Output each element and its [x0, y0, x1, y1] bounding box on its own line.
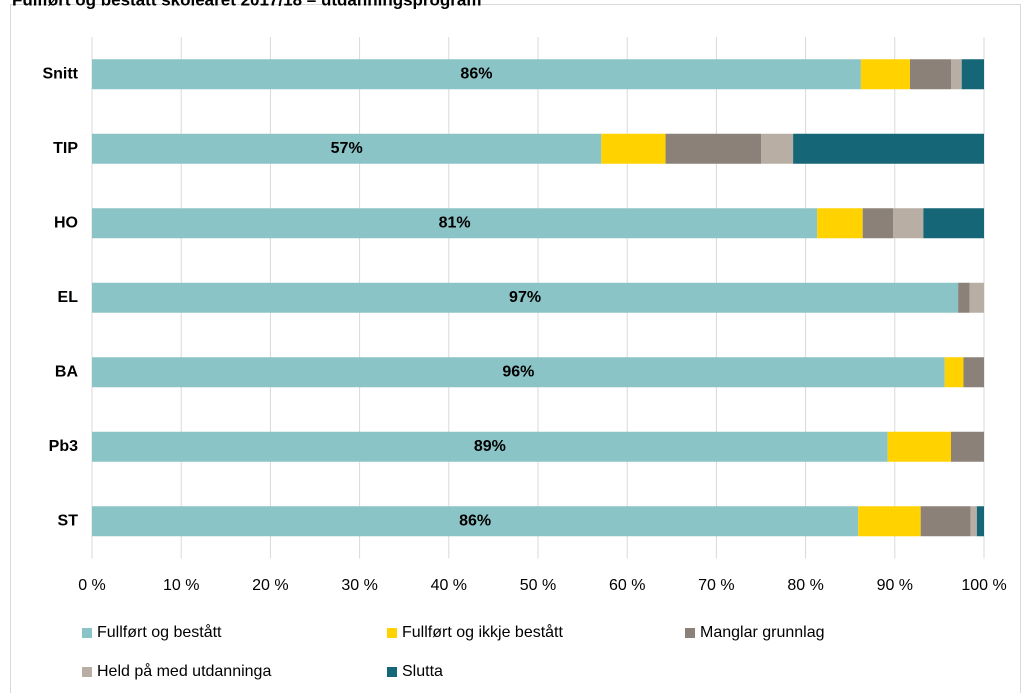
chart-title: Fullført og bestått skoleåret 2017/18 – … — [12, 0, 482, 9]
y-tick-label: EL — [58, 289, 79, 306]
x-tick-label: 80 % — [787, 577, 823, 594]
x-tick-label: 90 % — [877, 577, 913, 594]
bar-segment — [817, 208, 863, 239]
data-label: 81% — [439, 214, 471, 231]
data-label: 97% — [509, 289, 541, 306]
bar-segment — [92, 208, 818, 239]
bar-segment — [909, 59, 951, 90]
bar-segment — [923, 208, 984, 239]
y-tick-label: BA — [55, 363, 79, 380]
y-tick-label: TIP — [53, 140, 78, 157]
y-tick-label: HO — [54, 214, 78, 231]
bar-segment — [961, 59, 984, 90]
bar-segment — [92, 282, 959, 313]
bar-segment — [92, 59, 861, 90]
bar-segment — [860, 59, 910, 90]
x-tick-label: 100 % — [961, 577, 1006, 594]
data-label: 89% — [474, 438, 506, 455]
legend-label: Held på med utdanninga — [97, 662, 271, 680]
bar-segment — [944, 357, 964, 388]
bar-segment — [893, 208, 924, 239]
x-tick-label: 40 % — [431, 577, 467, 594]
bar-segment — [92, 133, 602, 164]
legend-label: Manglar grunnlag — [700, 624, 825, 641]
legend-swatch — [82, 628, 92, 638]
bar-segment — [601, 133, 666, 164]
bar-segment — [976, 506, 984, 537]
bar-segment — [92, 506, 859, 537]
x-tick-label: 50 % — [520, 577, 556, 594]
x-tick-label: 30 % — [341, 577, 377, 594]
data-label: 57% — [331, 140, 363, 157]
bar-segment — [969, 282, 984, 313]
x-tick-label: 70 % — [698, 577, 734, 594]
bar-segment — [858, 506, 921, 537]
bar-segment — [950, 59, 962, 90]
x-tick-label: 10 % — [163, 577, 199, 594]
bar-segment — [761, 133, 794, 164]
bar-segment — [862, 208, 894, 239]
legend-swatch — [685, 628, 695, 638]
bar-segment — [665, 133, 761, 164]
legend-swatch — [387, 628, 397, 638]
x-tick-label: 0 % — [78, 577, 106, 594]
legend-swatch — [387, 667, 397, 677]
legend-label: Fullført og ikkje bestått — [402, 623, 564, 641]
chart-frame — [10, 4, 1021, 693]
bar-segment — [793, 133, 984, 164]
y-tick-label: ST — [58, 512, 79, 529]
data-label: 86% — [459, 512, 491, 529]
data-label: 86% — [460, 65, 492, 82]
bar-segment — [920, 506, 971, 537]
bar-segment — [950, 431, 984, 462]
bar-segment — [92, 431, 888, 462]
bar-segment — [958, 282, 970, 313]
legend-label: Fullført og bestått — [97, 623, 222, 641]
legend-label: Slutta — [402, 663, 443, 680]
bar-segment — [970, 506, 977, 537]
data-label: 96% — [502, 363, 534, 380]
x-tick-label: 60 % — [609, 577, 645, 594]
bar-segment — [887, 431, 951, 462]
y-tick-label: Pb3 — [49, 438, 78, 455]
bar-segment — [963, 357, 984, 388]
y-tick-label: Snitt — [42, 65, 78, 82]
legend-swatch — [82, 667, 92, 677]
bar-segment — [92, 357, 945, 388]
x-tick-label: 20 % — [252, 577, 288, 594]
